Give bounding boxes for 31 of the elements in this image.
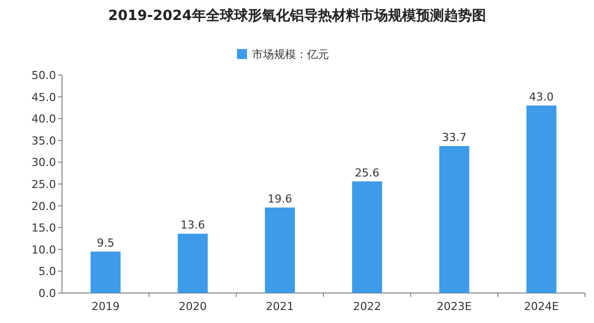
y-tick-label: 15.0 xyxy=(32,222,56,235)
x-tick-label: 2020 xyxy=(178,300,207,313)
y-tick-label: 10.0 xyxy=(32,243,56,256)
y-tick-label: 20.0 xyxy=(32,200,56,213)
x-tick-label: 2024E xyxy=(524,300,559,313)
bar xyxy=(352,181,382,293)
data-label: 13.6 xyxy=(180,218,205,232)
y-tick-label: 5.0 xyxy=(38,265,56,278)
data-label: 9.5 xyxy=(96,236,114,250)
data-label: 25.6 xyxy=(354,166,380,180)
y-tick-label: 35.0 xyxy=(32,134,56,148)
y-tick-label: 0.0 xyxy=(38,287,56,300)
x-tick-label: 2022 xyxy=(353,300,382,313)
y-tick-label: 50.0 xyxy=(32,69,56,82)
bar xyxy=(90,252,121,293)
x-tick-label: 2019 xyxy=(92,300,120,313)
bar xyxy=(178,234,208,293)
legend-label: 市场规模：亿元 xyxy=(252,48,329,61)
y-tick-label: 30.0 xyxy=(32,156,56,170)
bar xyxy=(264,208,295,293)
chart-title: 2019-2024年全球球形氧化铝导热材料市场规模预测趋势图 xyxy=(108,7,486,24)
x-tick-label: 2021 xyxy=(266,300,294,313)
y-tick-label: 25.0 xyxy=(32,178,56,191)
data-label: 43.0 xyxy=(529,90,554,104)
bar xyxy=(439,146,470,293)
y-tick-label: 40.0 xyxy=(32,112,56,126)
y-tick-label: 45.0 xyxy=(32,90,56,104)
bar xyxy=(526,106,556,293)
x-tick-label: 2023E xyxy=(436,300,472,313)
data-label: 19.6 xyxy=(268,192,292,206)
data-label: 33.7 xyxy=(442,131,466,144)
